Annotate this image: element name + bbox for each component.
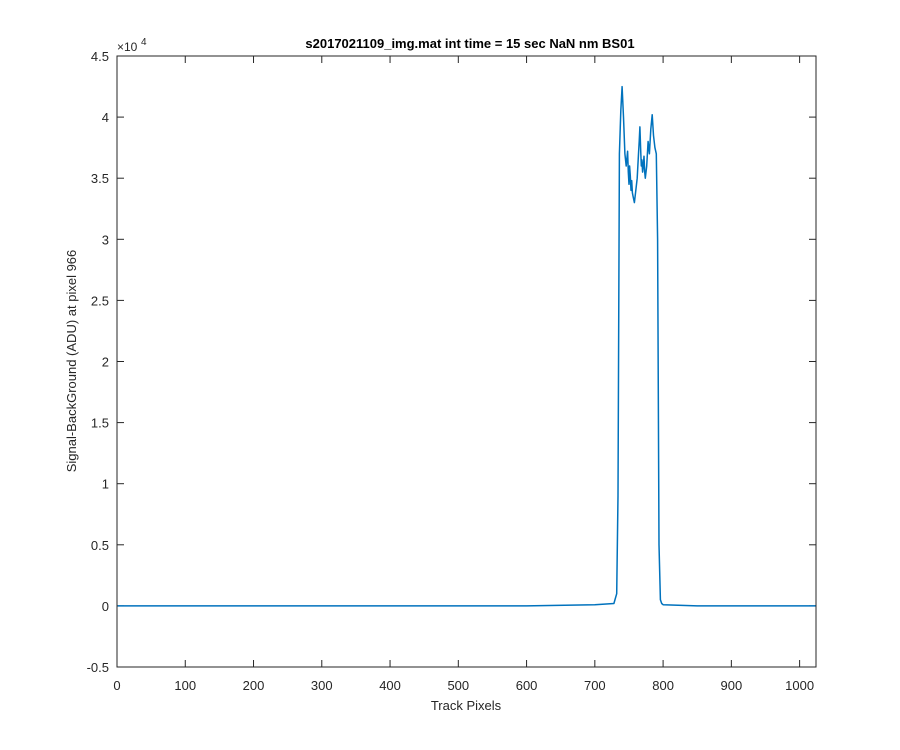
y-tick-label: 4 [102, 110, 109, 125]
y-exponent: ×10 4 [117, 37, 147, 54]
series-line [117, 85, 816, 607]
tick-labels-layer: 0 100 200 300 400 500 600 700 800 900 1000 -0.5 0 0.5… [87, 49, 814, 693]
y-tick-label: 1 [102, 477, 109, 492]
y-exponent-base: ×10 [117, 40, 138, 54]
x-tick-label: 900 [721, 678, 743, 693]
chart-title: s2017021109_img.mat int time = 15 sec Na… [305, 36, 634, 51]
y-exponent-power: 4 [141, 37, 147, 48]
x-tick-label: 100 [174, 678, 196, 693]
y-tick-label: -0.5 [87, 660, 109, 675]
x-tick-label: 500 [447, 678, 469, 693]
plot-frame [116, 55, 817, 668]
y-tick-label: 0.5 [91, 538, 109, 553]
y-tick-label: 3 [102, 232, 109, 247]
y-axis-label: Signal-BackGround (ADU) at pixel 966 [64, 250, 79, 473]
x-tick-label: 800 [652, 678, 674, 693]
x-tick-label: 300 [311, 678, 333, 693]
x-tick-label: 600 [516, 678, 538, 693]
y-tick-label: 0 [102, 599, 109, 614]
x-tick-label: 0 [113, 678, 120, 693]
plot-area [117, 56, 816, 667]
x-tick-label: 200 [243, 678, 265, 693]
y-tick-label: 4.5 [91, 49, 109, 64]
x-tick-label: 1000 [785, 678, 814, 693]
x-axis-label: Track Pixels [431, 698, 502, 713]
x-tick-label: 400 [379, 678, 401, 693]
y-tick-label: 2.5 [91, 293, 109, 308]
y-tick-label: 2 [102, 355, 109, 370]
x-tick-label: 700 [584, 678, 606, 693]
y-tick-label: 1.5 [91, 416, 109, 431]
y-tick-label: 3.5 [91, 171, 109, 186]
